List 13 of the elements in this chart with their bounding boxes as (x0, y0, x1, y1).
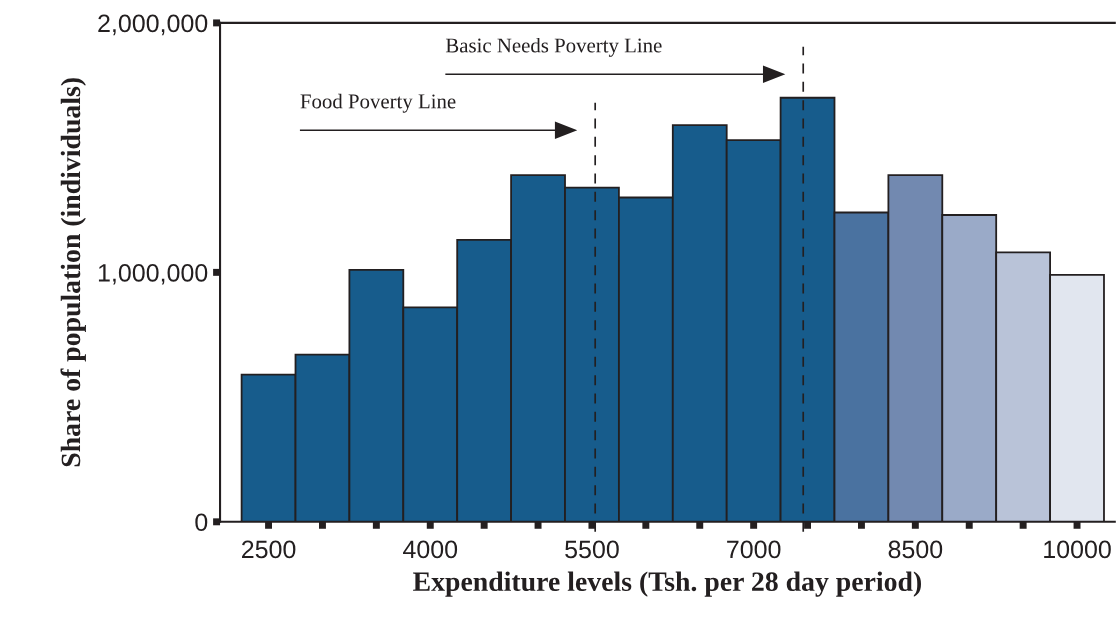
x-axis-title: Expenditure levels (Tsh. per 28 day period) (413, 571, 921, 597)
annotation: Food Poverty Line (300, 93, 456, 113)
y-tick-label: 0 (195, 513, 208, 532)
x-tick-label: 4000 (403, 540, 458, 559)
x-tick-label: 5500 (565, 540, 619, 559)
y-axis-title: Share of population (individuals) (60, 78, 86, 467)
x-tick-label: 10000 (1044, 540, 1111, 559)
x-tick-label: 7000 (727, 540, 781, 559)
y-tick-label: 2,000,000 (98, 14, 208, 36)
x-tick-label: 8500 (888, 540, 943, 559)
x-tick-label: 2500 (242, 540, 296, 559)
annotation: Basic Needs Poverty Line (445, 37, 662, 57)
y-tick-label: 1,000,000 (98, 263, 208, 285)
